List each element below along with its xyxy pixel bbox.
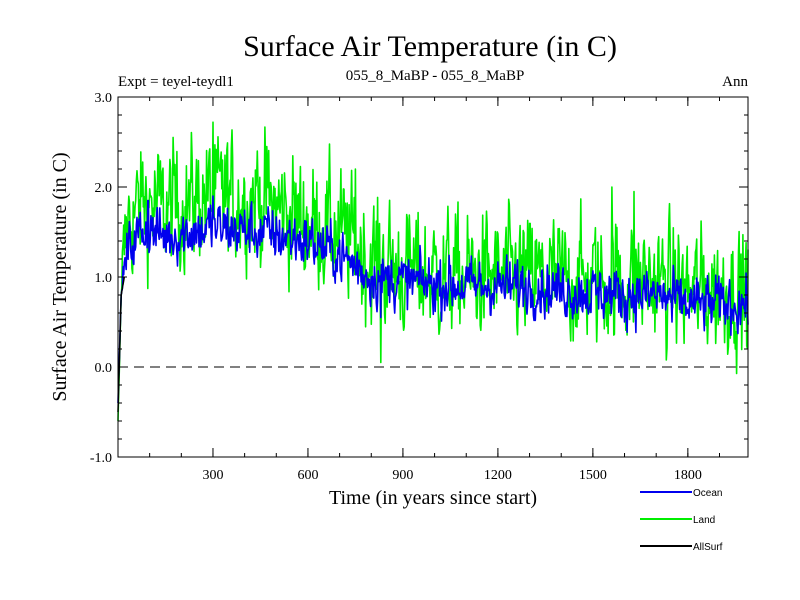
series-line-land bbox=[117, 121, 749, 422]
x-tick-label: 1500 bbox=[579, 468, 607, 483]
series-line-ocean bbox=[117, 195, 749, 404]
x-tick-label: 1200 bbox=[484, 468, 512, 483]
y-tick-label: 1.0 bbox=[95, 271, 113, 286]
legend-label-allsurf: AllSurf bbox=[693, 542, 723, 553]
x-axis-label: Time (in years since start) bbox=[329, 487, 537, 509]
comparison-label: 055_8_MaBP - 055_8_MaBP bbox=[346, 68, 525, 84]
plot-area bbox=[117, 121, 749, 422]
legend-label-ocean: Ocean bbox=[693, 488, 722, 499]
y-axis-label: Surface Air Temperature (in C) bbox=[49, 152, 71, 401]
x-tick-label: 900 bbox=[392, 468, 413, 483]
legend: Ocean Land AllSurf bbox=[640, 488, 723, 553]
x-tick-label: 600 bbox=[297, 468, 318, 483]
y-tick-label: -1.0 bbox=[90, 451, 112, 466]
legend-label-land: Land bbox=[693, 515, 715, 526]
y-tick-label: 2.0 bbox=[95, 181, 113, 196]
season-label: Ann bbox=[722, 74, 748, 90]
chart-title: Surface Air Temperature (in C) bbox=[243, 30, 617, 63]
x-axis: 300 600 900 1200 1500 1800 bbox=[149, 97, 721, 483]
y-tick-label: 3.0 bbox=[95, 91, 113, 106]
x-tick-label: 300 bbox=[202, 468, 223, 483]
expt-label: Expt = teyel-teydl1 bbox=[118, 74, 234, 90]
y-axis: -1.0 0.0 1.0 2.0 3.0 bbox=[90, 91, 748, 466]
x-tick-label: 1800 bbox=[674, 468, 702, 483]
y-tick-label: 0.0 bbox=[95, 361, 113, 376]
